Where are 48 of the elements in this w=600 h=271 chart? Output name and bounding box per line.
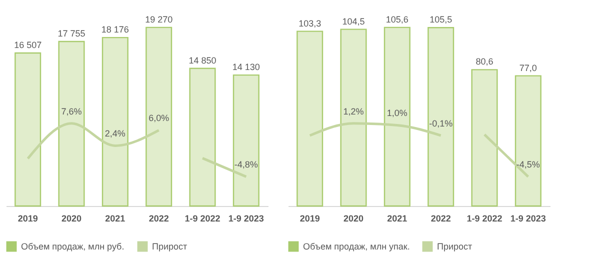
data-label: 103,3 <box>298 18 322 28</box>
data-label: 6,0% <box>148 113 170 124</box>
legend-label: Прирост <box>152 242 188 252</box>
bar <box>384 26 410 207</box>
x-tick-label: 1-9 2023 <box>510 214 546 224</box>
x-tick-label: 2022 <box>148 214 169 224</box>
data-label: 1,0% <box>386 108 408 118</box>
x-tick-label: 2019 <box>300 214 320 224</box>
x-tick-label: 1-9 2022 <box>184 214 220 224</box>
data-label: 80,6 <box>476 56 494 67</box>
data-label: 16 507 <box>14 40 42 50</box>
data-label: 7,6% <box>61 106 82 116</box>
x-tick-label: 2021 <box>105 214 126 224</box>
data-label: 105,5 <box>430 14 452 25</box>
x-tick-label: 1-9 2022 <box>466 214 502 224</box>
bar <box>102 36 128 207</box>
data-label: 17 755 <box>58 28 86 38</box>
bar <box>189 68 216 207</box>
data-label: -0,1% <box>429 118 453 128</box>
data-label: 14 130 <box>232 62 260 72</box>
data-label: 77,0 <box>519 62 537 73</box>
data-label: 105,6 <box>386 14 408 24</box>
x-tick-label: 2020 <box>61 214 82 224</box>
legend-label: Объем продаж, млн руб. <box>21 242 124 252</box>
bar <box>340 28 367 207</box>
bar <box>428 27 454 207</box>
bar <box>146 26 172 207</box>
x-tick-label: 2021 <box>387 214 408 224</box>
data-label: 19 270 <box>145 14 173 24</box>
data-label: 18 176 <box>101 24 129 35</box>
data-label: 2,4% <box>104 128 126 139</box>
x-tick-label: 2019 <box>18 214 38 224</box>
bar <box>58 40 85 207</box>
x-tick-label: 2022 <box>430 214 451 224</box>
data-label: 104,5 <box>342 16 365 26</box>
data-label: 14 850 <box>188 55 216 66</box>
bar <box>232 74 260 207</box>
x-tick-label: 2020 <box>343 214 364 224</box>
bar <box>514 75 542 207</box>
legend-label: Прирост <box>437 242 472 252</box>
data-label: 1,2% <box>343 106 364 116</box>
x-tick-label: 1-9 2023 <box>228 214 264 224</box>
data-label: -4,5% <box>516 160 540 170</box>
bar <box>14 52 42 207</box>
legend-label: Объем продаж, млн упак. <box>303 242 410 252</box>
bar <box>471 69 498 207</box>
bar <box>296 30 324 207</box>
data-label: -4,8% <box>234 160 258 170</box>
